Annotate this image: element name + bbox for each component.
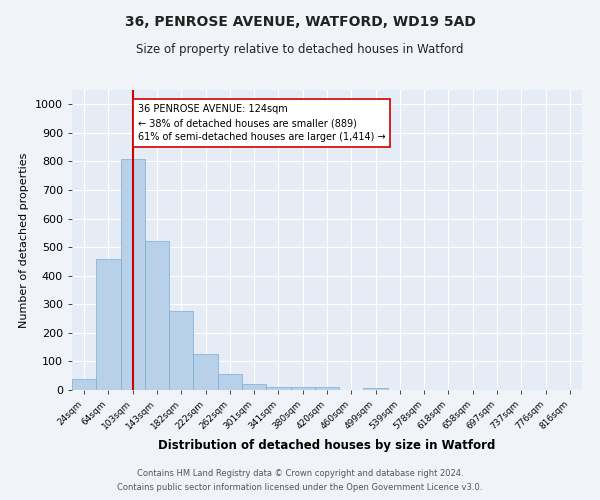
- Bar: [72, 378, 96, 390]
- Bar: [364, 388, 388, 390]
- Bar: [121, 158, 145, 390]
- Bar: [242, 384, 266, 390]
- Bar: [145, 242, 169, 390]
- Bar: [290, 387, 315, 390]
- X-axis label: Distribution of detached houses by size in Watford: Distribution of detached houses by size …: [158, 440, 496, 452]
- Text: Size of property relative to detached houses in Watford: Size of property relative to detached ho…: [136, 42, 464, 56]
- Bar: [96, 258, 121, 390]
- Text: 36, PENROSE AVENUE, WATFORD, WD19 5AD: 36, PENROSE AVENUE, WATFORD, WD19 5AD: [125, 15, 475, 29]
- Bar: [266, 387, 290, 390]
- Bar: [315, 387, 339, 390]
- Y-axis label: Number of detached properties: Number of detached properties: [19, 152, 29, 328]
- Text: 36 PENROSE AVENUE: 124sqm
← 38% of detached houses are smaller (889)
61% of semi: 36 PENROSE AVENUE: 124sqm ← 38% of detac…: [137, 104, 385, 142]
- Bar: [193, 354, 218, 390]
- Bar: [218, 374, 242, 390]
- Text: Contains HM Land Registry data © Crown copyright and database right 2024.: Contains HM Land Registry data © Crown c…: [137, 468, 463, 477]
- Text: Contains public sector information licensed under the Open Government Licence v3: Contains public sector information licen…: [118, 484, 482, 492]
- Bar: [169, 312, 193, 390]
